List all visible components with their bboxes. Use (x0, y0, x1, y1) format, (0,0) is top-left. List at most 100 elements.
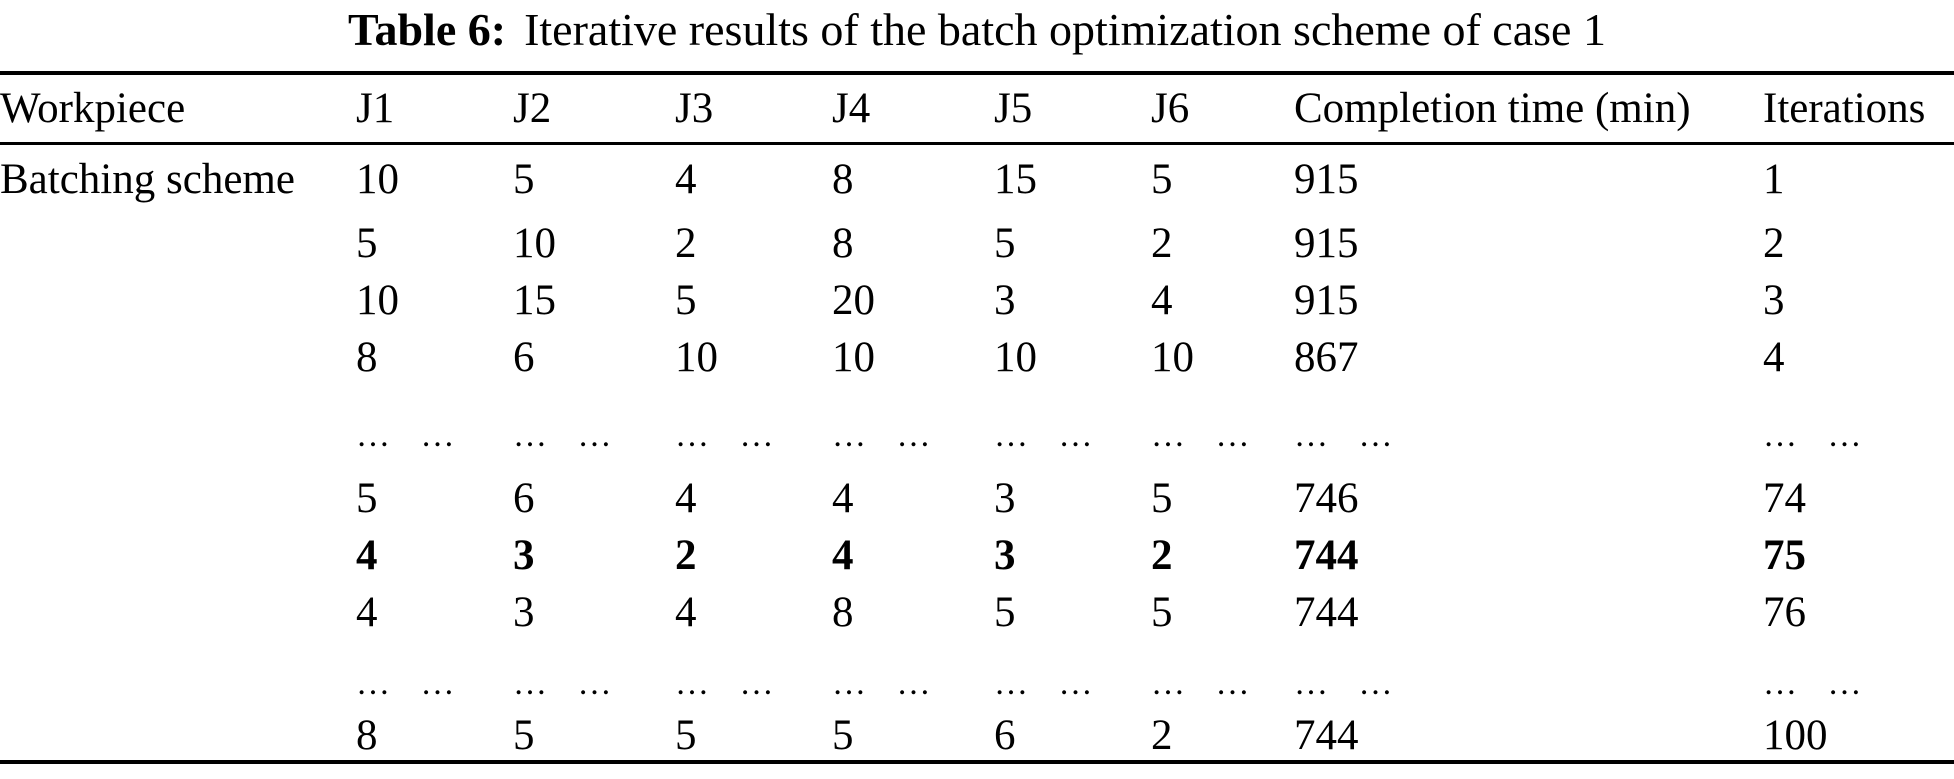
table-row: 5 6 4 4 3 5 746 74 (0, 470, 1954, 527)
value-cell: 10 (356, 156, 399, 204)
row-label-cell (0, 711, 356, 762)
value-cell: 3 (513, 532, 535, 579)
ellipsis-row: … … … … … … … … … … … … … … … … (0, 386, 1954, 470)
value-cell: 915 (1294, 277, 1359, 324)
results-table: Workpiece J1 J2 J3 J4 J5 J6 Completion t… (0, 71, 1954, 764)
row-label-cell (0, 215, 356, 272)
value-cell: 4 (356, 532, 378, 579)
value-cell: 15 (994, 156, 1037, 204)
value-cell: 744 (1294, 589, 1359, 636)
row-label-cell (0, 470, 356, 527)
table-body: Batching scheme 10 5 4 8 15 5 915 1 5 10 2 8 5 2 915 2 10… (0, 143, 1954, 762)
value-cell: 100 (1763, 712, 1828, 759)
value-cell: 76 (1763, 589, 1806, 636)
table-row: 4 3 4 8 5 5 744 76 (0, 584, 1954, 641)
ellipsis-cell: … … (513, 665, 618, 702)
value-cell: 5 (994, 589, 1016, 636)
value-cell: 2 (1151, 532, 1173, 579)
value-cell: 8 (356, 712, 378, 759)
value-cell: 5 (675, 712, 697, 759)
ellipsis-cell: … … (675, 417, 780, 454)
value-cell: 15 (513, 277, 556, 324)
table-row: 8 6 10 10 10 10 867 4 (0, 329, 1954, 386)
value-cell: 3 (994, 532, 1016, 579)
column-header-j3: J3 (675, 73, 832, 145)
column-header-j6: J6 (1151, 73, 1294, 145)
table-row: Batching scheme 10 5 4 8 15 5 915 1 (0, 143, 1954, 215)
value-cell: 10 (832, 334, 875, 381)
value-cell: 4 (832, 532, 854, 579)
value-cell: 8 (356, 334, 378, 381)
ellipsis-cell: … … (1763, 665, 1868, 702)
value-cell: 4 (356, 589, 378, 636)
value-cell: 8 (832, 589, 854, 636)
value-cell: 6 (513, 334, 535, 381)
value-cell: 915 (1294, 220, 1359, 267)
value-cell: 75 (1763, 532, 1806, 579)
column-header-j2: J2 (513, 73, 675, 145)
header-row: Workpiece J1 J2 J3 J4 J5 J6 Completion t… (0, 73, 1954, 145)
value-cell: 10 (356, 277, 399, 324)
value-cell: 8 (832, 220, 854, 267)
value-cell: 10 (1151, 334, 1194, 381)
value-cell: 5 (1151, 589, 1173, 636)
table-caption-text: Iterative results of the batch optimizat… (524, 4, 1606, 55)
value-cell: 2 (1151, 220, 1173, 267)
ellipsis-cell: … … (994, 417, 1099, 454)
table-row: 8 5 5 5 6 2 744 100 (0, 711, 1954, 762)
value-cell: 2 (675, 220, 697, 267)
value-cell: 746 (1294, 475, 1359, 522)
table-caption: Table 6: Iterative results of the batch o… (0, 2, 1954, 58)
row-label-cell (0, 584, 356, 641)
ellipsis-cell: … … (1763, 417, 1868, 454)
ellipsis-cell: … … (356, 417, 461, 454)
value-cell: 867 (1294, 334, 1359, 381)
column-header-completion-time: Completion time (min) (1294, 73, 1763, 145)
ellipsis-cell: … … (1151, 665, 1256, 702)
table-row: 4 3 2 4 3 2 744 75 (0, 527, 1954, 584)
value-cell: 2 (1151, 712, 1173, 759)
value-cell: 6 (994, 712, 1016, 759)
value-cell: 744 (1294, 712, 1359, 759)
value-cell: 5 (356, 475, 378, 522)
value-cell: 5 (356, 220, 378, 267)
value-cell: 5 (832, 712, 854, 759)
row-label-cell (0, 386, 356, 470)
table-header: Workpiece J1 J2 J3 J4 J5 J6 Completion t… (0, 73, 1954, 145)
value-cell: 5 (513, 712, 535, 759)
value-cell: 915 (1294, 156, 1359, 204)
value-cell: 20 (832, 277, 875, 324)
ellipsis-cell: … … (1151, 417, 1256, 454)
ellipsis-cell: … … (1294, 665, 1399, 702)
value-cell: 10 (513, 220, 556, 267)
value-cell: 10 (675, 334, 718, 381)
ellipsis-cell: … … (832, 417, 937, 454)
row-label-cell (0, 527, 356, 584)
ellipsis-cell: … … (513, 417, 618, 454)
value-cell: 4 (675, 589, 697, 636)
value-cell: 3 (513, 589, 535, 636)
value-cell: 5 (994, 220, 1016, 267)
value-cell: 4 (675, 475, 697, 522)
ellipsis-cell: … … (356, 665, 461, 702)
value-cell: 1 (1763, 156, 1785, 204)
value-cell: 4 (832, 475, 854, 522)
value-cell: 8 (832, 156, 854, 204)
value-cell: 5 (1151, 156, 1173, 204)
ellipsis-cell: … … (832, 665, 937, 702)
value-cell: 744 (1294, 532, 1359, 579)
value-cell: 4 (675, 156, 697, 204)
value-cell: 6 (513, 475, 535, 522)
column-header-j4: J4 (832, 73, 994, 145)
column-header-j1: J1 (356, 73, 513, 145)
value-cell: 2 (675, 532, 697, 579)
table-row: 10 15 5 20 3 4 915 3 (0, 272, 1954, 329)
row-label-cell (0, 272, 356, 329)
value-cell: 5 (1151, 475, 1173, 522)
value-cell: 3 (994, 277, 1016, 324)
row-label-cell: Batching scheme (0, 156, 295, 204)
column-header-j5: J5 (994, 73, 1151, 145)
value-cell: 74 (1763, 475, 1806, 522)
row-label-cell (0, 329, 356, 386)
